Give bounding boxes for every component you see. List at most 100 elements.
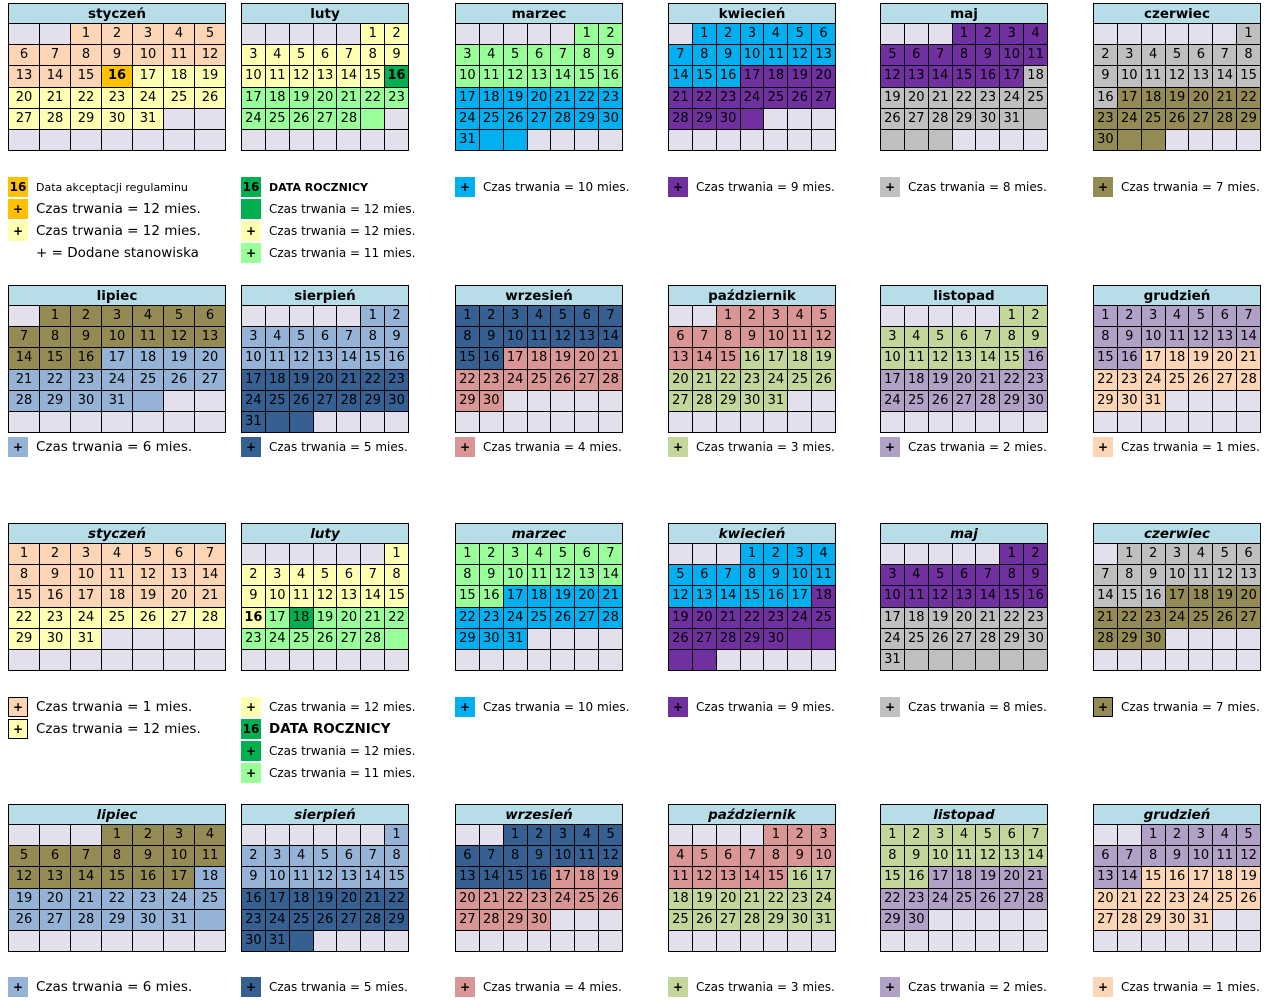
day-cell: 8 [952,45,977,67]
day-cell: 19 [976,867,1001,889]
day-cell: 4 [1165,306,1190,328]
day-cell: 16 [716,66,741,88]
empty-cell [289,24,314,46]
empty-cell [503,24,528,46]
month-y1-1: styczeń 1 2 3 4 5 6 7 8 9 10 11 12 13 14 15 16 17 18 19 20 21… [8,3,226,152]
day-cell: 4 [1213,825,1238,847]
empty-cell [361,129,386,152]
month-title: październik [668,804,836,824]
day-cell: 7 [1094,565,1118,587]
empty-cell [337,129,362,152]
day-cell: 13 [1000,846,1025,868]
day-cell: 30 [102,108,133,130]
empty-cell [40,825,71,847]
day-cell: 28 [669,108,693,130]
day-cell: 7 [361,565,386,587]
day-cell: 8 [1237,45,1261,67]
day-cell: 16 [40,586,71,608]
day-cell: 23 [71,369,102,391]
day-cell: 17 [788,586,813,608]
day-cell: 27 [1094,909,1118,931]
day-cell: 30 [40,628,71,650]
month-grid: 1 2 3 4 5 6 7 8 9 10 11 12 13 14 15 16 17 18 19 20 21 22 23 24 2… [241,543,409,672]
empty-cell [788,628,813,650]
empty-cell [71,930,102,953]
day-cell: 29 [71,108,102,130]
month-y2-6: czerwiec 1 2 3 4 5 6 7 8 9 10 11 12 13 14 15 16 17 18 19 20 2… [1093,523,1261,672]
empty-cell [1189,24,1214,46]
day-cell: 14 [976,348,1001,370]
empty-cell [195,411,226,434]
day-cell: 13 [9,66,40,88]
empty-cell [692,306,717,328]
month-grid: 1 2 3 4 5 6 7 8 9 10 11 12 13 14 15 16 17 18 19 20 21 22 23 24 2… [880,824,1048,953]
day-cell: 30 [1024,390,1048,412]
empty-cell [1165,649,1190,672]
day-cell: 19 [551,586,576,608]
month-title: grudzień [1093,285,1261,305]
empty-cell [479,129,504,152]
legend: + Czas trwania = 3 mies. [668,436,835,458]
day-cell: 4 [164,24,195,46]
empty-cell [599,930,623,953]
day-cell: 8 [740,565,765,587]
empty-cell [904,930,929,953]
empty-cell [952,544,977,566]
day-cell: 16 [71,348,102,370]
empty-cell [716,544,741,566]
day-cell: 20 [716,888,741,910]
day-cell: 2 [1024,544,1048,566]
day-cell: 20 [952,369,977,391]
empty-cell [361,108,386,130]
day-cell: 22 [40,369,71,391]
day-cell: 18 [133,348,164,370]
day-cell: 1 [40,306,71,328]
month-grid: 1 2 3 4 5 6 7 8 9 10 11 12 13 14 15 16 17 18 19 20 21 22 23 24 2… [8,305,226,434]
day-cell: 27 [456,909,480,931]
day-cell: 10 [1117,66,1142,88]
day-cell: 11 [102,565,133,587]
day-cell: 26 [503,108,528,130]
day-cell: 14 [599,327,623,349]
day-cell: 23 [1117,369,1142,391]
day-cell: 12 [289,348,314,370]
day-cell: 7 [361,846,386,868]
day-cell: 22 [764,888,789,910]
day-cell: 25 [575,888,600,910]
day-cell: 6 [1094,846,1118,868]
day-cell: 5 [1237,825,1261,847]
day-cell: 1 [881,825,905,847]
day-cell: 18 [764,66,789,88]
month-y1-2: luty 1 2 3 4 5 6 7 8 9 10 11 12 13 14 15 16 17 18 19 20 21 22 2… [241,3,409,152]
day-cell: 23 [1141,607,1166,629]
day-cell: 6 [456,846,480,868]
day-cell: 10 [1141,327,1166,349]
day-cell: 17 [812,867,836,889]
day-cell: 28 [740,909,765,931]
day-cell: 10 [164,846,195,868]
empty-cell [1141,411,1166,434]
day-cell: 3 [71,544,102,566]
empty-cell [361,649,386,672]
day-cell: 1 [764,825,789,847]
day-cell: 10 [456,66,480,88]
day-cell: 15 [764,867,789,889]
empty-cell [692,544,717,566]
legend-row: + Czas trwania = 11 mies. [241,242,415,264]
month-title: lipiec [8,285,226,305]
day-cell: 28 [692,390,717,412]
month-y2-10: październik 1 2 3 4 5 6 7 8 9 10 11 12 13 14 15 16 17 18 19… [668,804,836,953]
day-cell: 25 [904,390,929,412]
day-cell: 21 [1024,867,1048,889]
month-grid: 1 2 3 4 5 6 7 8 9 10 11 12 13 14 15 16 17 18 19 20 21 22 23 24 2… [241,23,409,152]
day-cell: 6 [164,544,195,566]
day-cell: 8 [40,327,71,349]
legend-label: Czas trwania = 11 mies. [269,246,416,260]
day-cell: 15 [40,348,71,370]
legend-swatch: + [1093,177,1113,197]
empty-cell [361,411,386,434]
empty-cell [551,24,576,46]
day-cell: 26 [1213,607,1238,629]
day-cell: 27 [575,607,600,629]
day-cell: 20 [575,586,600,608]
